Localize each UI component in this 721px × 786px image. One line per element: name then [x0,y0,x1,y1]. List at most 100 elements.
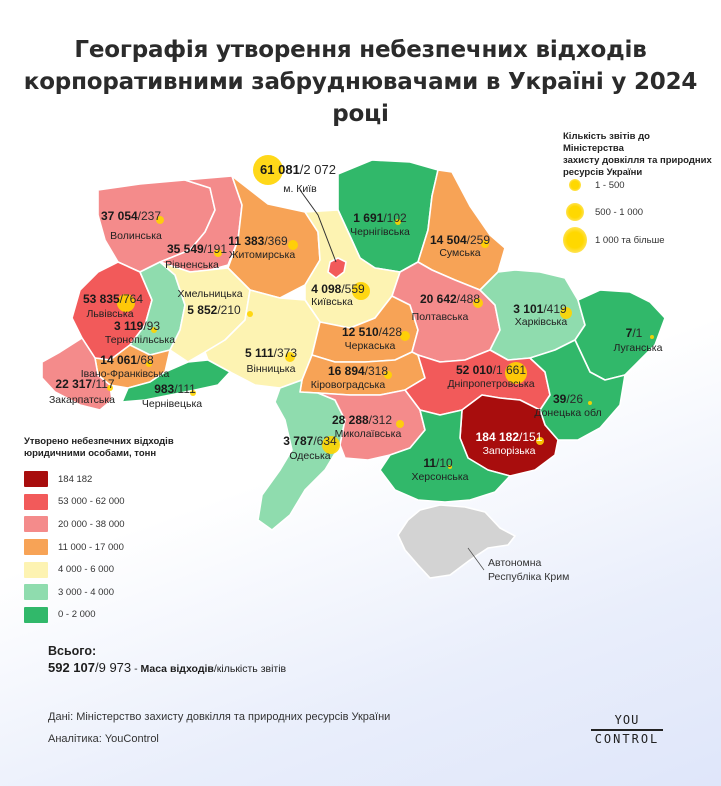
region-name-ternopil: Тернопільська [105,334,175,346]
report-bubble-khmelnytskyi [247,311,253,317]
total-dash: - [131,663,141,675]
report-bubble-dnipro [505,362,527,384]
region-value-ternopil: 3 119/93 [114,319,160,333]
region-value-odesa: 3 787/634 [283,434,337,448]
bubble-legend-row: 1 - 500 [563,179,625,191]
total-desc-rest: /кількість звітів [213,663,287,675]
color-swatch [24,471,48,488]
report-bubble-poltava [473,298,483,308]
region-name-vinnytsia: Вінницька [247,363,296,375]
region-value-donetsk: 39/26 [553,392,583,406]
region-zhytomyr[interactable] [227,175,321,299]
report-bubble-kyiv_city [253,155,283,185]
kyiv-callout-line [299,189,337,263]
region-name-lviv: Львівська [86,308,133,320]
report-bubble-sumy [481,240,489,248]
analytics-text: Аналітика: YouControl [48,733,159,745]
region-labels: 37 054/237 Волинська 35 549/191 Рівненська 1… [49,162,663,483]
report-bubble-odesa [322,436,340,454]
region-value-ivano: 14 061/68 [100,353,154,367]
region-zakarpattia[interactable] [41,337,113,411]
source-text: Дані: Міністерство захисту довкілля та п… [48,711,391,723]
color-legend-row: 4 000 - 6 000 [24,558,174,581]
region-value-khmelnytskyi: 5 852/210 [187,303,241,317]
report-bubble-zaporizhzhia [536,437,544,445]
color-legend-title-2: юридичними особами, тонн [24,448,157,459]
bubble-legend-title-1: Кількість звітів до Міністерства [563,131,650,154]
bubble-legend-title-2: захисту довкілля та природних [563,155,712,166]
bubble-legend-label: 500 - 1 000 [595,206,644,218]
region-value-chernihiv: 1 691/102 [353,211,407,225]
crimea-label-2: Республіка Крим [488,571,569,583]
report-bubble-vinnytsia [285,352,295,362]
region-value-chernivtsi: 983/111 [154,382,196,396]
region-name-odesa: Одеська [289,450,330,462]
region-name-kirovohrad: Кіровоградська [311,379,386,391]
region-value-vinnytsia: 5 111/373 [245,346,297,360]
report-bubble-donetsk [588,401,592,405]
report-bubble-zakarpattia [107,385,113,391]
total-label: Всього: [48,644,97,658]
logo-top: YOU [614,713,640,727]
crimea-label-1: Автономна [488,557,542,569]
report-bubble-kyiv_obl [352,282,370,300]
color-legend-label: 0 - 2 000 [58,609,96,621]
color-swatch [24,539,48,556]
region-name-zaporizhzhia: Запорізька [483,445,536,457]
region-donetsk[interactable] [529,339,626,441]
color-legend-row: 11 000 - 17 000 [24,536,174,559]
report-bubble-chernivtsi [190,390,196,396]
report-bubble-cherkasy [400,331,410,341]
region-vinnytsia[interactable] [204,289,321,389]
large-bubble-icon [563,227,587,253]
region-chernivtsi[interactable] [121,359,231,403]
report-bubble-chernihiv [395,219,401,225]
color-swatch [24,606,48,623]
color-legend-label: 3 000 - 4 000 [58,586,114,598]
bubble-legend-label: 1 - 500 [595,179,625,191]
color-swatch [24,493,48,510]
report-bubble-zhytomyr [288,240,298,250]
report-bubble-luhansk [650,335,654,339]
region-name-kherson: Херсонська [411,471,468,483]
report-bubble-ternopil [151,327,157,333]
region-name-kharkiv: Харківська [515,316,568,328]
region-value-kyiv_city: 61 081/2 072 [260,162,336,177]
crimea-callout-line [467,547,485,571]
region-odesa[interactable] [257,379,346,531]
report-bubble-volyn [156,216,164,224]
medium-bubble-icon [566,203,584,221]
color-legend-label: 20 000 - 38 000 [58,518,125,530]
color-swatch [24,584,48,601]
title-line-1: Географія утворення небезпечних відходів [74,37,647,63]
region-name-luhansk: Луганська [614,342,663,354]
region-name-donetsk: Донецька обл [534,407,601,419]
color-legend-row: 184 182 [24,468,174,491]
region-value-sumy: 14 504/259 [430,233,490,247]
color-legend-row: 3 000 - 4 000 [24,581,174,604]
region-kherson[interactable] [379,409,511,503]
report-bubble-rivne [214,249,222,257]
region-name-ivano: Івано-Франківська [81,368,170,380]
region-value-luhansk: 7/1 [626,326,643,340]
region-value-zhytomyr: 11 383/369 [228,234,288,248]
color-legend: Утворено небезпечних відходів юридичними… [24,436,174,626]
region-luhansk[interactable] [574,289,666,381]
bubble-legend-label: 1 000 та більше [595,234,665,246]
report-bubble-kirovohrad [384,371,392,379]
title-line-2: корпоративними забруднювачами в Україні … [23,69,698,127]
report-bubble-kherson [448,465,452,469]
total-value-line: 592 107/9 973 - Маса відходів/кількість … [48,660,286,675]
region-value-kherson: 11/10 [423,456,453,470]
region-value-volyn: 37 054/237 [101,209,161,223]
region-value-lviv: 53 835/764 [83,292,143,306]
region-value-cherkasy: 12 510/428 [342,325,402,339]
report-bubble-lviv [117,294,135,312]
region-name-zhytomyr: Житомирська [229,249,296,261]
region-kyiv-city[interactable] [327,257,347,279]
region-value-rivne: 35 549/191 [167,242,227,256]
region-value-kharkiv: 3 101/419 [513,302,567,316]
color-legend-label: 11 000 - 17 000 [58,541,124,553]
bubble-legend-row: 1 000 та більше [563,227,665,253]
